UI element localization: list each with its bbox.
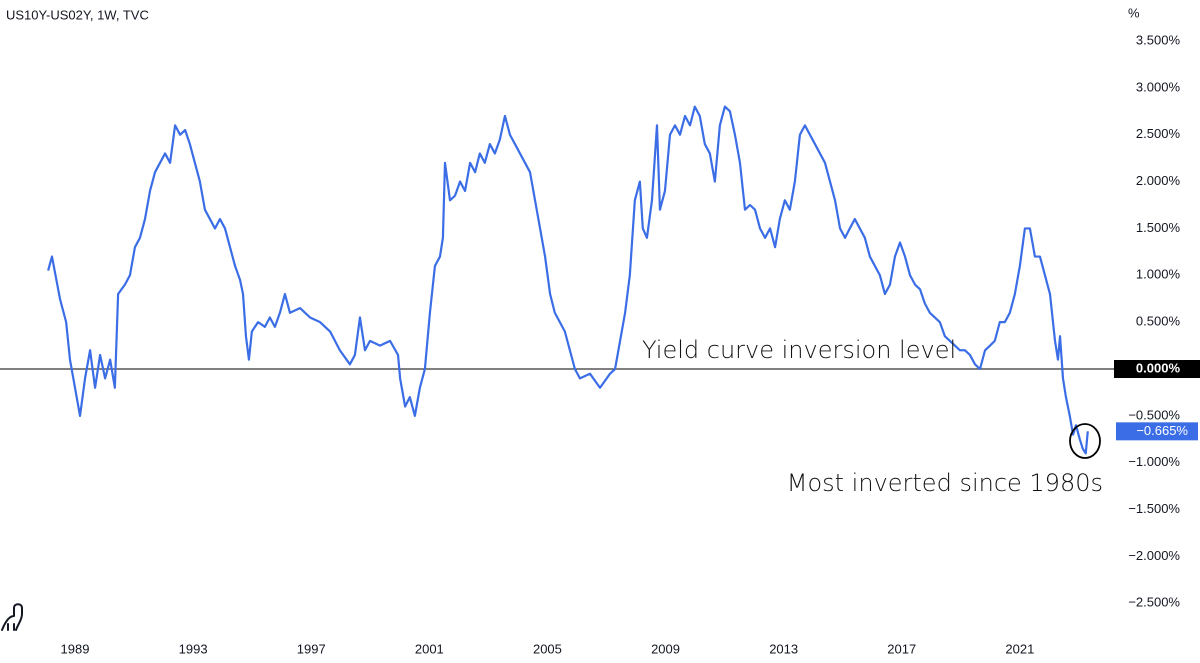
x-tick-label: 2013 [769, 641, 798, 656]
y-tick-label: 0.000% [1136, 360, 1181, 375]
x-tick-label: 2009 [651, 641, 680, 656]
last-value-label: −0.665% [1136, 423, 1188, 438]
logo [1, 603, 23, 631]
x-tick-label: 2001 [415, 641, 444, 656]
x-tick-label: 1993 [179, 641, 208, 656]
x-tick-label: 1997 [297, 641, 326, 656]
reference-label-box [1114, 360, 1200, 379]
y-tick-label: 1.000% [1136, 267, 1181, 282]
x-tick-label: 2017 [887, 641, 916, 656]
annotation: Yield curve inversion level [642, 336, 956, 364]
highlight-circle [1069, 423, 1101, 459]
x-tick-label: 1989 [61, 641, 90, 656]
annotation: Most inverted since 1980s [787, 469, 1103, 497]
y-tick-label: 3.000% [1136, 79, 1181, 94]
data-line [47, 105, 1089, 455]
x-tick-label: 2005 [533, 641, 562, 656]
y-tick-label: −1.500% [1128, 501, 1180, 516]
chart-title: US10Y-US02Y, 1W, TVC [6, 7, 149, 22]
y-tick-label: 3.500% [1136, 32, 1181, 47]
y-tick-label: −1.000% [1128, 454, 1180, 469]
y-tick-label: 1.500% [1136, 220, 1181, 235]
y-tick-label: 2.500% [1136, 126, 1181, 141]
y-unit: % [1128, 5, 1140, 20]
y-tick-label: −0.500% [1128, 407, 1180, 422]
last-value-box [1116, 422, 1198, 441]
y-tick-label: −2.000% [1128, 548, 1180, 563]
y-tick-label: 2.000% [1136, 173, 1181, 188]
y-tick-label: −2.500% [1128, 595, 1180, 610]
y-tick-label: 0.500% [1136, 314, 1181, 329]
x-tick-label: 2021 [1005, 641, 1034, 656]
